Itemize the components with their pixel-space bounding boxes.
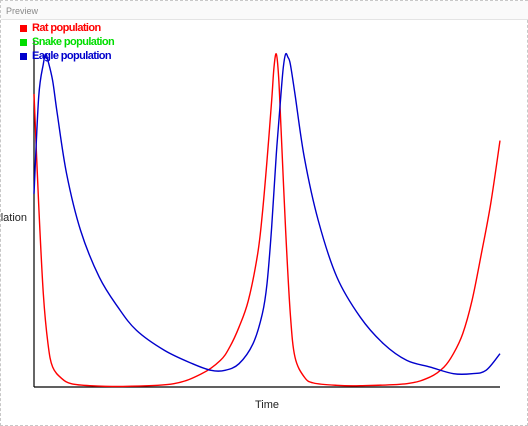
preview-header: Preview [1, 1, 528, 20]
legend-label-eagle: Eagle population [32, 50, 112, 62]
series-line-rat [33, 53, 501, 388]
legend-swatch-eagle [20, 52, 27, 60]
preview-title: Preview [6, 6, 39, 16]
series-line-eagle [33, 52, 501, 376]
legend-item-snake: Snake population [20, 35, 115, 49]
x-axis-label: Time [255, 399, 279, 411]
chart-legend: Rat population Snake population Eagle po… [20, 21, 115, 63]
legend-label-rat: Rat population [32, 22, 101, 34]
legend-item-eagle: Eagle population [20, 49, 114, 63]
legend-swatch-snake [20, 38, 27, 46]
legend-swatch-rat [20, 24, 27, 32]
chart-lines [33, 52, 501, 388]
legend-item-rat: Rat population [20, 21, 114, 35]
chart-axes [33, 40, 500, 388]
legend-label-snake: Snake population [32, 36, 115, 48]
y-axis-label: ulation [0, 212, 27, 224]
